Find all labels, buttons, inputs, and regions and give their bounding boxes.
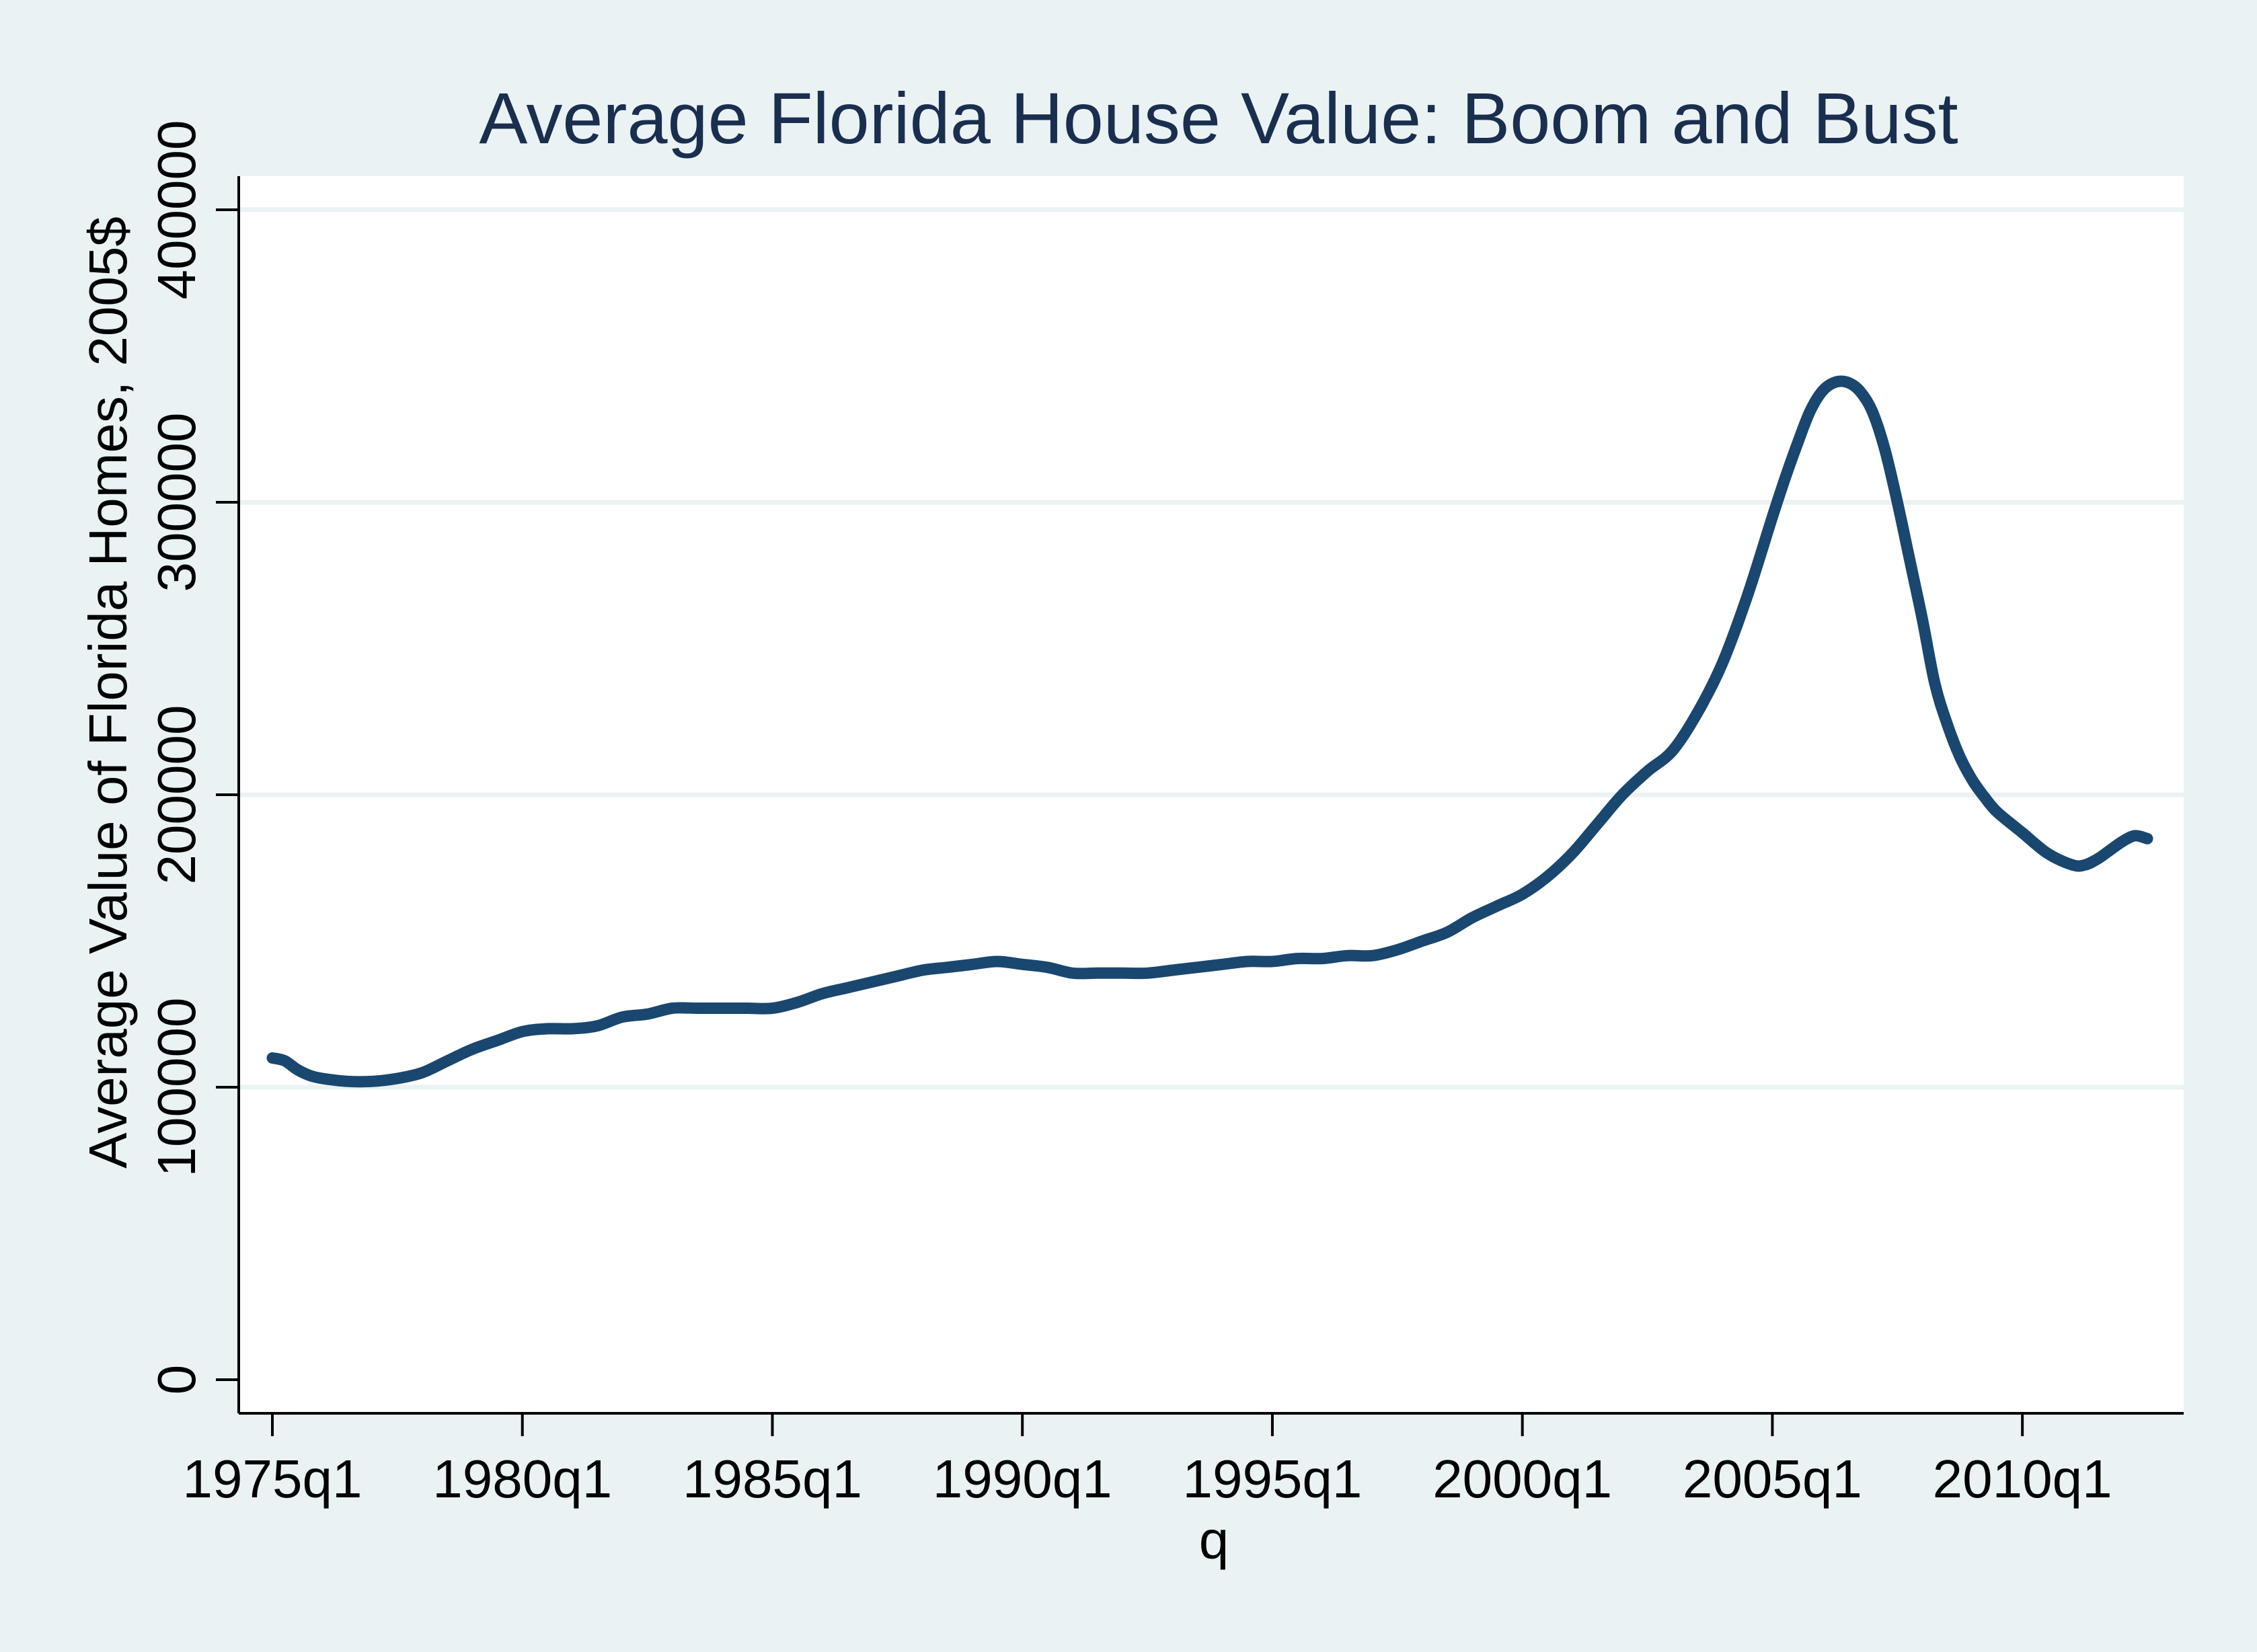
x-tick-label-1980q1: 1980q1 [432, 1449, 612, 1509]
x-tick-label-1995q1: 1995q1 [1182, 1449, 1362, 1509]
gridlines [239, 207, 2184, 1090]
axes: 0 100000 200000 300000 400000 1975q1 1980q1 198… [147, 120, 2184, 1509]
x-tick-label-2000q1: 2000q1 [1432, 1449, 1612, 1509]
y-tick-label-100000: 100000 [147, 998, 206, 1177]
x-tick-label-2010q1: 2010q1 [1933, 1449, 2112, 1509]
y-tick-label-0: 0 [147, 1365, 206, 1395]
y-tick-label-300000: 300000 [147, 413, 206, 592]
series-layer [266, 375, 2153, 1088]
x-tick-label-2005q1: 2005q1 [1683, 1449, 1862, 1509]
x-tick-label-1985q1: 1985q1 [683, 1449, 862, 1509]
x-axis-title: q [1199, 1510, 1229, 1570]
x-tick-label-1990q1: 1990q1 [933, 1449, 1112, 1509]
y-tick-label-400000: 400000 [147, 120, 206, 300]
chart-title: Average Florida House Value: Boom and Bu… [479, 77, 1958, 159]
y-tick-label-200000: 200000 [147, 705, 206, 885]
series-line-0 [266, 375, 2153, 1088]
y-axis-title: Average Value of Florida Homes, 2005$ [78, 217, 138, 1169]
x-tick-label-1975q1: 1975q1 [183, 1449, 362, 1509]
